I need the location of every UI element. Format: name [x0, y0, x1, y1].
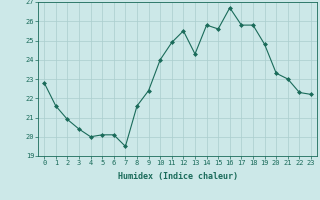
- X-axis label: Humidex (Indice chaleur): Humidex (Indice chaleur): [118, 172, 238, 181]
